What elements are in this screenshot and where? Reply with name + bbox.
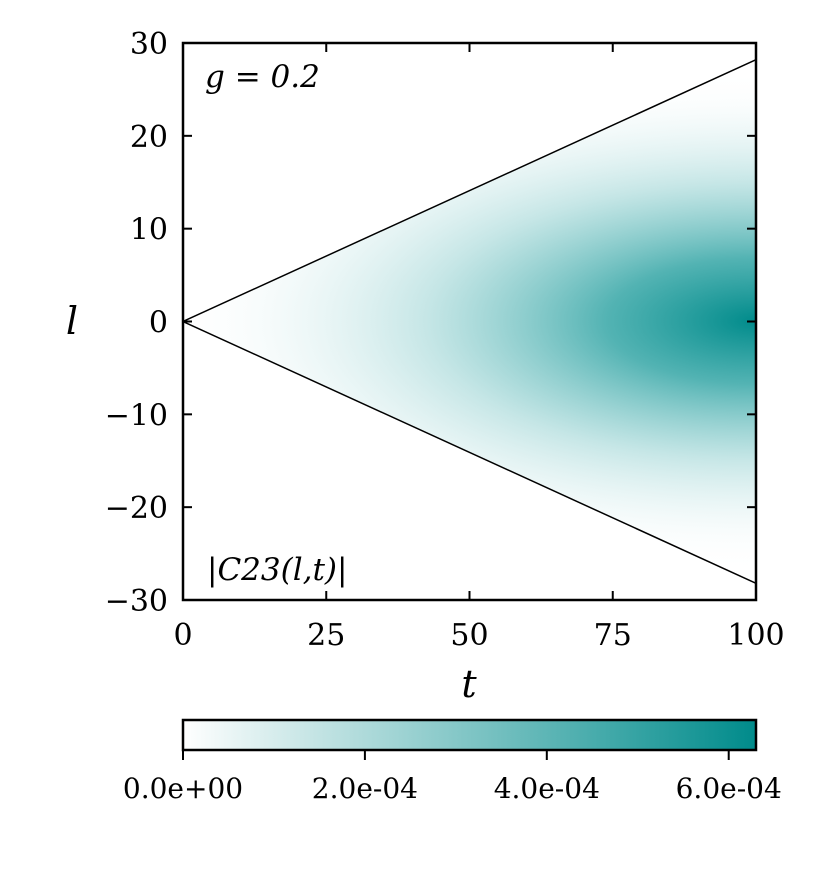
y-axis-ticks: 30 20 10 0 −10 −20 −30 xyxy=(105,27,756,619)
y-tick-label: 0 xyxy=(149,306,168,341)
colorbar-ticks: 0.0e+00 2.0e-04 4.0e-04 6.0e-04 xyxy=(123,750,782,805)
y-tick-label: −10 xyxy=(105,398,168,433)
x-tick-label: 0 xyxy=(173,618,192,653)
colorbar xyxy=(181,718,758,752)
y-tick-label: 20 xyxy=(130,120,168,155)
colorbar-tick-label: 0.0e+00 xyxy=(123,772,243,805)
y-axis-title: l xyxy=(66,299,78,343)
y-tick-label: −20 xyxy=(105,491,168,526)
light-cone-upper-line xyxy=(183,59,756,323)
x-tick-label: 100 xyxy=(727,618,784,653)
light-cone-lower-line xyxy=(183,320,756,584)
colorbar-tick-label: 4.0e-04 xyxy=(494,772,600,805)
x-axis-ticks: 0 25 50 75 100 xyxy=(173,43,785,653)
parameter-annotation: g = 0.2 xyxy=(205,59,320,95)
y-tick-label: −30 xyxy=(105,584,168,619)
x-tick-label: 50 xyxy=(450,618,488,653)
y-tick-label: 10 xyxy=(130,213,168,248)
heatmap-field xyxy=(183,59,756,584)
x-axis-title: t xyxy=(461,662,477,706)
x-tick-label: 75 xyxy=(594,618,632,653)
quantity-annotation: |C23(l,t)| xyxy=(207,552,347,588)
colorbar-tick-label: 6.0e-04 xyxy=(676,772,782,805)
y-tick-label: 30 xyxy=(130,27,168,62)
colorbar-tick-label: 2.0e-04 xyxy=(312,772,418,805)
x-tick-label: 25 xyxy=(307,618,345,653)
